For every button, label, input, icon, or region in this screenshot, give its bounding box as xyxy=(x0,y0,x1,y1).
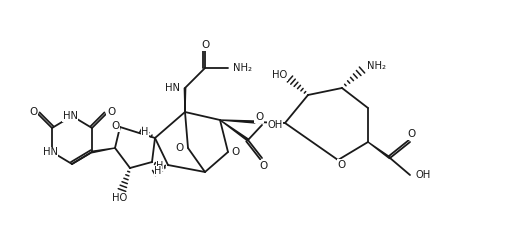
Text: HO: HO xyxy=(112,193,127,203)
Text: O: O xyxy=(201,40,209,50)
Text: H: H xyxy=(154,166,162,176)
Text: HN: HN xyxy=(164,83,180,93)
Text: OH: OH xyxy=(267,120,283,130)
Text: NH₂: NH₂ xyxy=(367,61,386,71)
Text: NH₂: NH₂ xyxy=(232,63,251,73)
Text: O: O xyxy=(111,121,119,131)
Text: H: H xyxy=(141,127,148,137)
Text: HO: HO xyxy=(272,70,288,80)
Text: O: O xyxy=(338,160,346,170)
Text: O: O xyxy=(107,107,115,117)
Text: HN: HN xyxy=(62,111,77,121)
Text: O: O xyxy=(232,147,240,157)
Text: O: O xyxy=(176,143,184,153)
Text: O: O xyxy=(260,161,268,171)
Text: HN: HN xyxy=(42,147,57,157)
Polygon shape xyxy=(92,148,115,153)
Text: O: O xyxy=(408,129,416,139)
Text: OH: OH xyxy=(415,170,431,180)
Polygon shape xyxy=(220,120,248,141)
Text: O: O xyxy=(255,112,263,122)
Text: O: O xyxy=(29,107,37,117)
Text: H: H xyxy=(156,161,164,171)
Polygon shape xyxy=(184,88,186,112)
Polygon shape xyxy=(368,142,391,159)
Polygon shape xyxy=(220,120,255,123)
